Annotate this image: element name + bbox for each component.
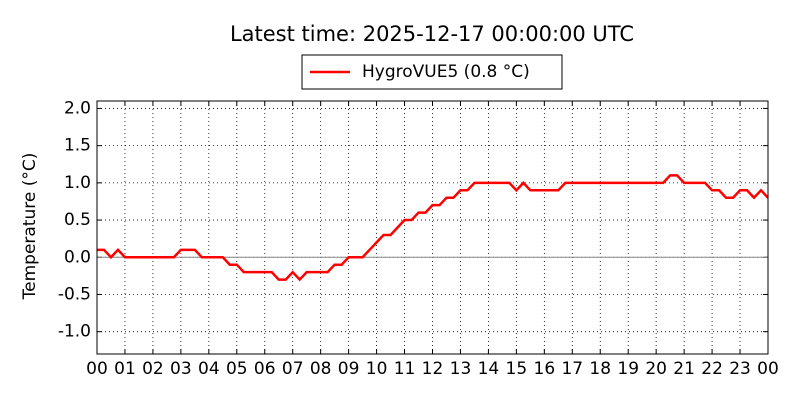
x-tick-label: 12 xyxy=(422,359,444,379)
x-tick-label: 11 xyxy=(394,359,416,379)
x-tick-label: 02 xyxy=(142,359,164,379)
x-tick-label: 06 xyxy=(254,359,276,379)
x-tick-label: 05 xyxy=(226,359,248,379)
x-tick-label: 20 xyxy=(645,359,667,379)
x-tick-label: 16 xyxy=(534,359,556,379)
x-tick-label: 10 xyxy=(366,359,388,379)
x-tick-label: 13 xyxy=(450,359,472,379)
y-tick-label: 2.0 xyxy=(64,98,91,118)
y-tick-label: 0.5 xyxy=(64,210,91,230)
x-tick-label: 04 xyxy=(198,359,220,379)
x-tick-label: 07 xyxy=(282,359,304,379)
y-tick-label: 1.0 xyxy=(64,173,91,193)
y-tick-label: 1.5 xyxy=(64,136,91,156)
legend-label: HygroVUE5 (0.8 °C) xyxy=(362,62,530,82)
chart-title: Latest time: 2025-12-17 00:00:00 UTC xyxy=(230,22,634,46)
y-axis-label: Temperature (°C) xyxy=(20,153,40,301)
x-tick-label: 01 xyxy=(114,359,136,379)
data-line xyxy=(97,174,769,282)
x-tick-label: 08 xyxy=(310,359,332,379)
y-tick-label: -1.0 xyxy=(58,322,91,342)
x-tick-label: 14 xyxy=(478,359,500,379)
y-tick-label: 0.0 xyxy=(64,247,91,267)
x-tick-label: 23 xyxy=(729,359,751,379)
x-tick-label: 03 xyxy=(170,359,192,379)
x-tick-label: 19 xyxy=(617,359,639,379)
x-tick-label: 18 xyxy=(589,359,611,379)
x-tick-label: 00 xyxy=(757,359,779,379)
plot-frame xyxy=(96,100,769,355)
y-tick-label: -0.5 xyxy=(58,284,91,304)
x-tick-label: 09 xyxy=(338,359,360,379)
x-tick-label: 00 xyxy=(86,359,108,379)
x-tick-label: 21 xyxy=(673,359,695,379)
x-tick-label: 15 xyxy=(506,359,528,379)
x-tick-label: 22 xyxy=(701,359,723,379)
x-tick-label: 17 xyxy=(561,359,583,379)
